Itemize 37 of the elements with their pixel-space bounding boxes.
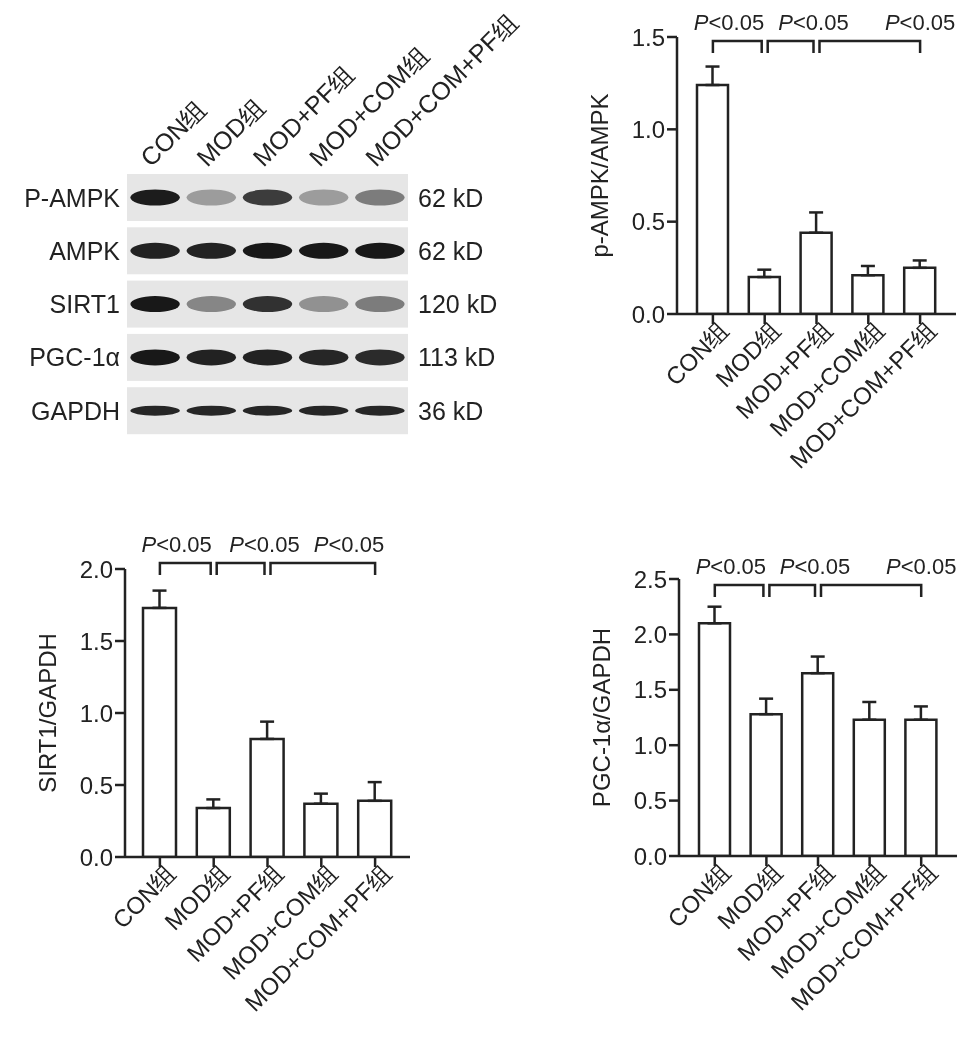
annotation: P<0.05	[695, 554, 767, 579]
category-label: 36 kD	[418, 396, 484, 425]
annotation: P<0.05	[886, 554, 957, 579]
text: P<0.05	[693, 10, 765, 35]
y-tick-label: 1.5	[631, 23, 665, 51]
category-label: PGC-1α	[29, 343, 120, 372]
y-tick-label: 1.5	[633, 676, 667, 704]
y-tick-label: 0.5	[633, 787, 667, 815]
y-tick-label: 1.5	[79, 627, 113, 655]
y-tick-label: 0.0	[631, 300, 665, 328]
y-tick-label: 0.0	[79, 843, 113, 871]
y-tick-label: 2.5	[633, 565, 667, 593]
text: P<0.05	[141, 532, 212, 557]
y-tick-label: 2.0	[633, 620, 667, 648]
y-tick-label: 0.5	[631, 208, 665, 236]
y-axis-title: SIRT1/GAPDH	[33, 633, 61, 793]
category-label: SIRT1	[49, 290, 120, 319]
y-tick-label: 0.0	[633, 842, 667, 870]
category-label: 62 kD	[418, 236, 484, 265]
y-tick-label: 1.0	[633, 731, 667, 759]
category-label: 113 kD	[418, 343, 496, 372]
y-tick-label: 0.5	[79, 771, 113, 799]
text: P<0.05	[778, 10, 849, 35]
category-label: 62 kD	[418, 183, 484, 212]
y-axis-title: PGC-1α/GAPDH	[587, 627, 615, 808]
text: P<0.05	[313, 532, 385, 557]
y-tick-label: 1.0	[79, 699, 113, 727]
category-label: AMPK	[49, 236, 120, 265]
text: P<0.05	[884, 10, 956, 35]
category-label: P-AMPK	[24, 183, 120, 212]
category-label: GAPDH	[31, 396, 120, 425]
text: P<0.05	[229, 532, 300, 557]
y-tick-label: 2.0	[79, 555, 113, 583]
y-tick-label: 1.0	[631, 115, 665, 143]
category-label: 120 kD	[418, 290, 498, 319]
y-axis-title: p-AMPK/AMPK	[585, 93, 613, 258]
annotation: P<0.05	[779, 554, 851, 579]
